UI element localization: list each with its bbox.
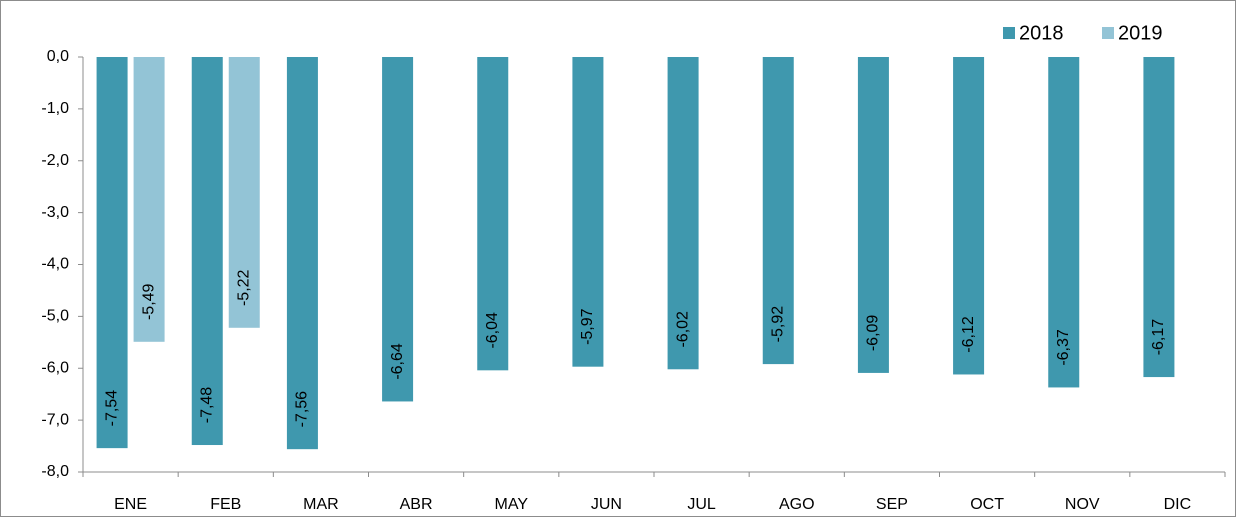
value-label: -6,09	[865, 315, 882, 352]
value-label: -6,12	[960, 316, 977, 353]
x-tick-label: JUL	[687, 496, 716, 513]
value-label: -6,64	[389, 343, 406, 380]
legend-label: 2019	[1118, 22, 1163, 44]
x-tick-label: ENE	[114, 496, 147, 513]
bar	[228, 57, 260, 328]
bar	[953, 57, 985, 375]
y-tick-label: -7,0	[41, 411, 69, 428]
y-tick-label: -3,0	[41, 204, 69, 221]
value-label: -5,97	[579, 308, 596, 345]
x-tick-label: DIC	[1164, 496, 1192, 513]
value-label: -6,17	[1150, 319, 1167, 356]
bar	[477, 57, 509, 371]
value-label: -7,54	[103, 390, 120, 427]
bar	[857, 57, 889, 373]
value-label: -7,56	[294, 391, 311, 428]
y-tick-label: -8,0	[41, 463, 69, 480]
value-label: -5,22	[235, 269, 252, 306]
value-label: -6,02	[674, 311, 691, 348]
value-label: -6,37	[1055, 329, 1072, 366]
value-label: -6,04	[484, 312, 501, 349]
y-tick-label: -1,0	[41, 100, 69, 117]
bar	[762, 57, 794, 365]
y-tick-label: -5,0	[41, 308, 69, 325]
x-tick-label: MAR	[303, 496, 339, 513]
x-tick-label: NOV	[1065, 496, 1100, 513]
value-label: -5,92	[769, 306, 786, 343]
bar	[96, 57, 128, 449]
x-tick-label: JUN	[591, 496, 622, 513]
x-tick-label: MAY	[495, 496, 529, 513]
value-label: -7,48	[198, 387, 215, 424]
bar	[382, 57, 414, 402]
y-tick-label: 0,0	[47, 48, 69, 65]
bar	[667, 57, 699, 370]
bar	[1143, 57, 1175, 378]
x-tick-label: AGO	[779, 496, 815, 513]
y-tick-label: -4,0	[41, 256, 69, 273]
bar	[286, 57, 318, 450]
legend-swatch	[1102, 27, 1114, 39]
bar	[572, 57, 604, 367]
legend-label: 2018	[1019, 22, 1064, 44]
x-tick-label: FEB	[210, 496, 241, 513]
x-tick-label: SEP	[876, 496, 908, 513]
y-tick-label: -6,0	[41, 359, 69, 376]
y-tick-label: -2,0	[41, 152, 69, 169]
value-label: -5,49	[140, 283, 157, 320]
bar	[1048, 57, 1080, 388]
x-tick-label: ABR	[400, 496, 433, 513]
legend-swatch	[1003, 27, 1015, 39]
bar	[191, 57, 223, 446]
x-tick-label: OCT	[970, 496, 1004, 513]
bar	[133, 57, 165, 342]
